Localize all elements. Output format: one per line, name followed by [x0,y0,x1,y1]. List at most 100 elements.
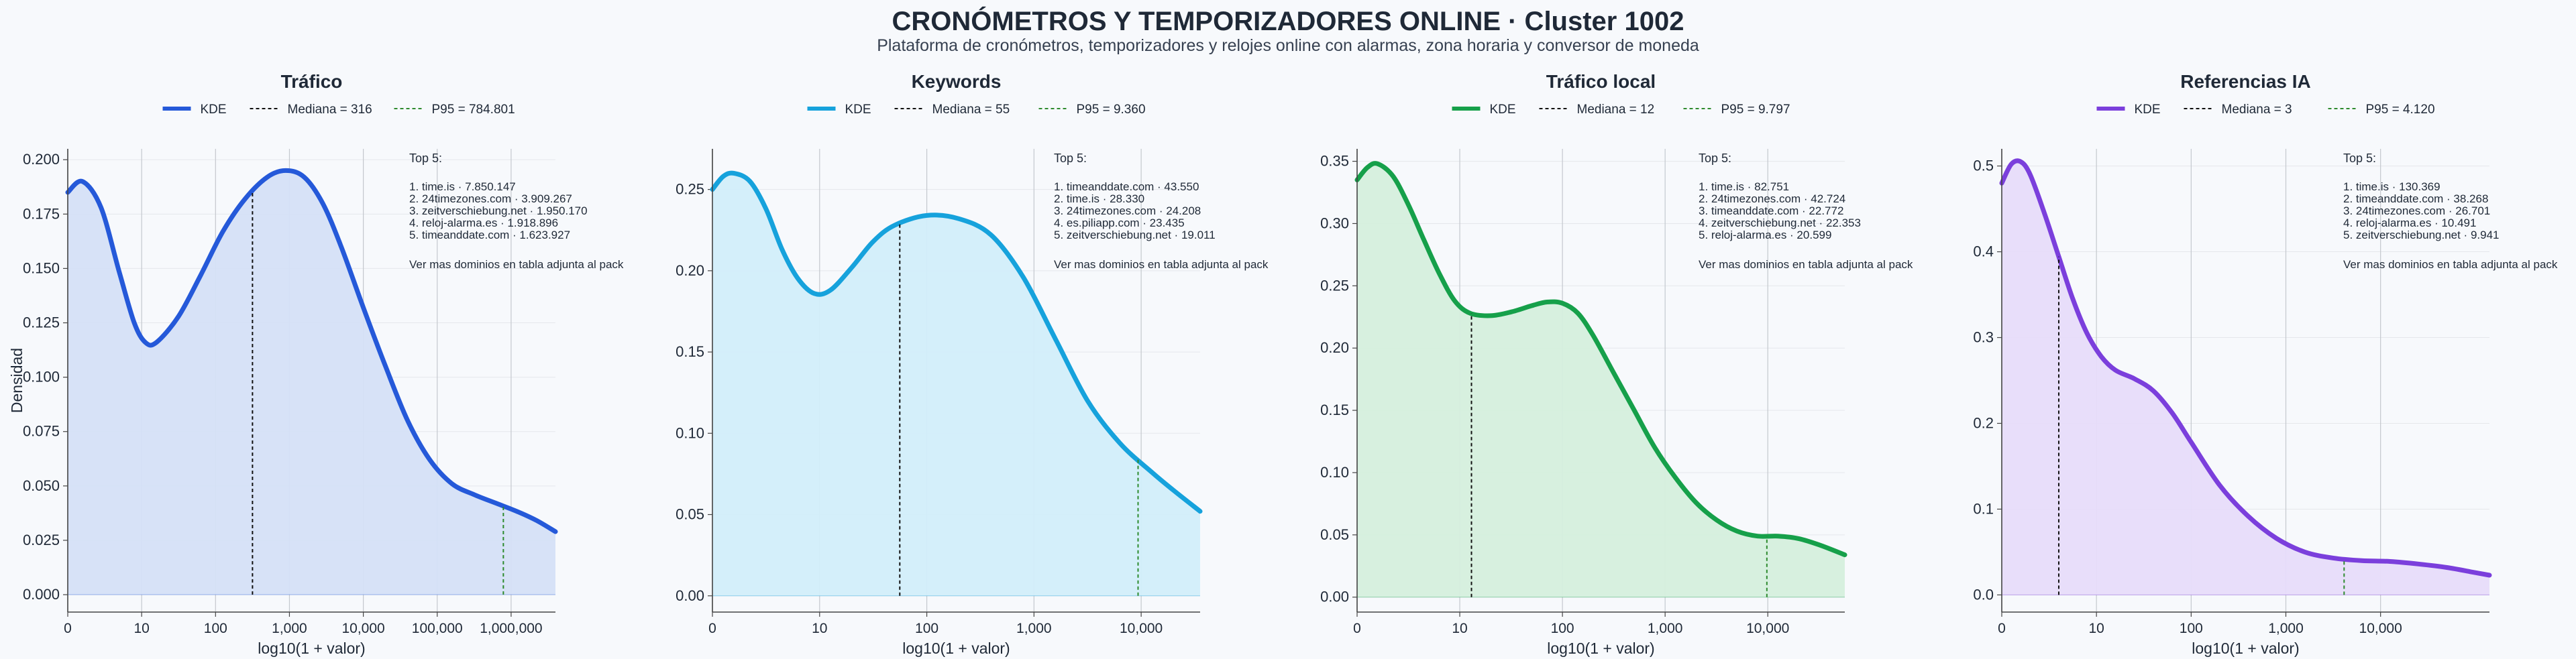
y-tick-label: 0.10 [1320,464,1349,481]
y-tick-label: 0.3 [1973,329,1994,346]
page-title: CRONÓMETROS Y TEMPORIZADORES ONLINE · Cl… [892,7,1684,36]
kde-area [712,173,1200,596]
x-tick-label: 1,000,000 [480,621,542,636]
top5-footer: Ver mas dominios en tabla adjunta al pac… [1054,258,1269,271]
top5-item: 5. reloj-alarma.es · 20.599 [1699,229,1831,241]
y-tick-label: 0.05 [1320,526,1349,543]
y-tick-label: 0.075 [23,423,60,440]
x-tick-label: 10,000 [2359,621,2402,636]
x-tick-label: 10,000 [341,621,384,636]
legend-p95-label: P95 = 4.120 [2366,103,2435,117]
x-axis-label: log10(1 + valor) [258,640,365,657]
top5-item: 3. 24timezones.com · 26.701 [2343,204,2490,217]
chart-title: Tráfico [281,71,343,92]
y-tick-label: 0.025 [23,532,60,548]
top5-item: 3. timeanddate.com · 22.772 [1699,204,1843,217]
y-tick-label: 0.2 [1973,414,1994,431]
y-tick-label: 0.100 [23,369,60,385]
legend-kde-label: KDE [201,103,227,117]
top5-item: 4. es.piliapp.com · 23.435 [1054,217,1185,229]
y-tick-label: 0.175 [23,205,60,222]
y-tick-label: 0.25 [676,181,704,198]
y-tick-label: 0.0 [1973,586,1994,603]
chart-title: Tráfico local [1546,71,1656,92]
x-tick-label: 100 [204,621,227,636]
y-tick-label: 0.20 [1320,339,1349,356]
x-axis-label: log10(1 + valor) [1547,640,1654,657]
top5-footer: Ver mas dominios en tabla adjunta al pac… [2343,258,2558,271]
top5-heading: Top 5: [2343,152,2376,165]
top5-heading: Top 5: [409,152,442,165]
y-tick-label: 0.25 [1320,277,1349,294]
y-tick-label: 0.050 [23,477,60,494]
y-tick-label: 0.5 [1973,158,1994,174]
top5-item: 2. 24timezones.com · 42.724 [1699,192,1845,205]
top5-item: 4. reloj-alarma.es · 10.491 [2343,217,2476,229]
legend-p95-label: P95 = 9.360 [1077,103,1146,117]
page-subtitle: Plataforma de cronómetros, temporizadore… [877,36,1699,55]
chart-panel-1: Keywords KDE Mediana = 55 P95 = 9.360 0.00 0.… [676,71,1269,657]
top5-item: 1. time.is · 82.751 [1699,180,1789,193]
legend-median-label: Mediana = 3 [2222,103,2292,117]
top5-item: 4. reloj-alarma.es · 1.918.896 [409,217,558,229]
top5-item: 5. timeanddate.com · 1.623.927 [409,229,570,241]
x-tick-label: 0 [64,621,72,636]
y-tick-label: 0.15 [676,343,704,360]
legend-kde-label: KDE [1490,103,1516,117]
x-tick-label: 0 [1998,621,2006,636]
legend-median-label: Mediana = 55 [932,103,1010,117]
x-tick-label: 10 [1452,621,1467,636]
y-tick-label: 0.00 [1320,589,1349,605]
y-tick-label: 0.20 [676,262,704,279]
top5-item: 1. time.is · 7.850.147 [409,180,516,193]
top5-item: 3. 24timezones.com · 24.208 [1054,204,1201,217]
x-tick-label: 100 [1551,621,1574,636]
x-axis-label: log10(1 + valor) [2192,640,2299,657]
top5-item: 4. zeitverschiebung.net · 22.353 [1699,217,1861,229]
chart-panel-0: Tráfico KDE Mediana = 316 P95 = 784.801 0.00… [8,71,624,657]
kde-area [1357,163,1845,597]
legend-p95-label: P95 = 9.797 [1721,103,1790,117]
top5-item: 5. zeitverschiebung.net · 19.011 [1054,229,1216,241]
y-tick-label: 0.35 [1320,153,1349,170]
x-tick-label: 100 [2180,621,2203,636]
chart-title: Keywords [912,71,1002,92]
top5-item: 3. zeitverschiebung.net · 1.950.170 [409,204,588,217]
kde-line [65,168,558,534]
x-tick-label: 0 [708,621,716,636]
y-tick-label: 0.1 [1973,500,1994,517]
x-axis-label: log10(1 + valor) [902,640,1010,657]
y-tick-label: 0.05 [676,506,704,523]
y-tick-label: 0.10 [676,424,704,441]
top5-heading: Top 5: [1699,152,1731,165]
top5-item: 1. timeanddate.com · 43.550 [1054,180,1199,193]
top5-item: 1. time.is · 130.369 [2343,180,2440,193]
x-tick-label: 100,000 [412,621,463,636]
top5-item: 5. zeitverschiebung.net · 9.941 [2343,229,2499,241]
x-tick-label: 1,000 [2268,621,2304,636]
legend-median-label: Mediana = 316 [288,103,372,117]
y-tick-label: 0.30 [1320,215,1349,231]
x-tick-label: 0 [1353,621,1361,636]
x-tick-label: 10,000 [1120,621,1163,636]
legend-kde-label: KDE [2135,103,2161,117]
top5-footer: Ver mas dominios en tabla adjunta al pac… [409,258,624,271]
kde-line [1999,158,2492,578]
legend-kde-label: KDE [845,103,871,117]
x-tick-label: 10 [2088,621,2104,636]
top5-item: 2. time.is · 28.330 [1054,192,1144,205]
x-tick-label: 1,000 [1016,621,1052,636]
y-tick-label: 0.200 [23,151,60,168]
x-tick-label: 10 [133,621,149,636]
chart-panel-3: Referencias IA KDE Mediana = 3 P95 = 4.120 0… [1973,71,2558,657]
y-tick-label: 0.000 [23,586,60,603]
x-tick-label: 1,000 [272,621,307,636]
y-tick-label: 0.150 [23,259,60,276]
top5-heading: Top 5: [1054,152,1087,165]
x-tick-label: 10,000 [1746,621,1789,636]
top5-item: 2. timeanddate.com · 38.268 [2343,192,2488,205]
kde-line [710,170,1203,514]
top5-footer: Ver mas dominios en tabla adjunta al pac… [1699,258,1913,271]
y-tick-label: 0.00 [676,587,704,604]
